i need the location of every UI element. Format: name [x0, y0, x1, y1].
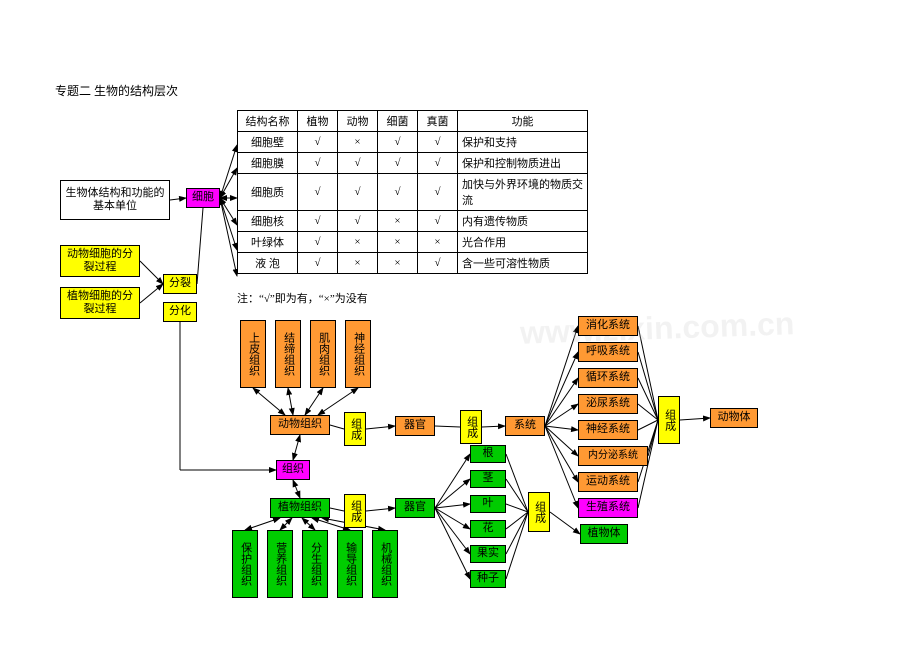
node-plant_body: 植物体	[580, 524, 628, 544]
node-comp_a2: 组成	[460, 410, 482, 444]
node-p_t5: 机械组织	[372, 530, 398, 598]
edge-layer	[0, 0, 920, 650]
table-row: 液 泡√××√含一些可溶性物质	[238, 253, 588, 274]
node-organ_p: 器官	[395, 498, 435, 518]
table-header: 细菌	[378, 111, 418, 132]
node-plant_tissue: 植物组织	[270, 498, 330, 518]
table-header: 结构名称	[238, 111, 298, 132]
node-comp_a3: 组成	[658, 396, 680, 444]
table-header: 真菌	[418, 111, 458, 132]
node-a_t1: 上皮组织	[240, 320, 266, 388]
node-diff: 分化	[163, 302, 197, 322]
node-po5: 果实	[470, 545, 506, 563]
node-comp_p1: 组成	[344, 494, 366, 528]
node-split: 分裂	[163, 274, 197, 294]
node-sys1: 消化系统	[578, 316, 638, 336]
node-p_t1: 保护组织	[232, 530, 258, 598]
table-row: 细胞壁√×√√保护和支持	[238, 132, 588, 153]
node-sys7: 运动系统	[578, 472, 638, 492]
node-a_t4: 神经组织	[345, 320, 371, 388]
node-tissue: 组织	[276, 460, 310, 480]
node-po4: 花	[470, 520, 506, 538]
node-a_t2: 结缔组织	[275, 320, 301, 388]
node-sys6: 内分泌系统	[578, 446, 648, 466]
node-organ_a: 器官	[395, 416, 435, 436]
table-row: 细胞核√√×√内有遗传物质	[238, 211, 588, 232]
node-p_t3: 分生组织	[302, 530, 328, 598]
node-po3: 叶	[470, 495, 506, 513]
table-row: 细胞质√√√√加快与外界环境的物质交流	[238, 174, 588, 211]
node-p_t2: 营养组织	[267, 530, 293, 598]
table-header: 植物	[298, 111, 338, 132]
node-sys8: 生殖系统	[578, 498, 638, 518]
table-row: 叶绿体√×××光合作用	[238, 232, 588, 253]
table-note: 注：“√”即为有，“×”为没有	[237, 290, 368, 306]
node-sys5: 神经系统	[578, 420, 638, 440]
node-animal_tissue: 动物组织	[270, 415, 330, 435]
node-plant_div: 植物细胞的分裂过程	[60, 287, 140, 319]
node-system: 系统	[505, 416, 545, 436]
structure-table: 结构名称植物动物细菌真菌功能细胞壁√×√√保护和支持细胞膜√√√√保护和控制物质…	[237, 110, 588, 274]
node-cell: 细胞	[186, 188, 220, 208]
node-sys3: 循环系统	[578, 368, 638, 388]
node-animal_body: 动物体	[710, 408, 758, 428]
node-po2: 茎	[470, 470, 506, 488]
node-sys2: 呼吸系统	[578, 342, 638, 362]
node-sys4: 泌尿系统	[578, 394, 638, 414]
node-bio_unit: 生物体结构和功能的基本单位	[60, 180, 170, 220]
node-animal_div: 动物细胞的分裂过程	[60, 245, 140, 277]
table-row: 细胞膜√√√√保护和控制物质进出	[238, 153, 588, 174]
node-po1: 根	[470, 445, 506, 463]
node-p_t4: 输导组织	[337, 530, 363, 598]
node-po6: 种子	[470, 570, 506, 588]
table-header: 功能	[458, 111, 588, 132]
node-a_t3: 肌肉组织	[310, 320, 336, 388]
node-comp_p2: 组成	[528, 492, 550, 532]
node-comp_a1: 组成	[344, 412, 366, 446]
table-header: 动物	[338, 111, 378, 132]
